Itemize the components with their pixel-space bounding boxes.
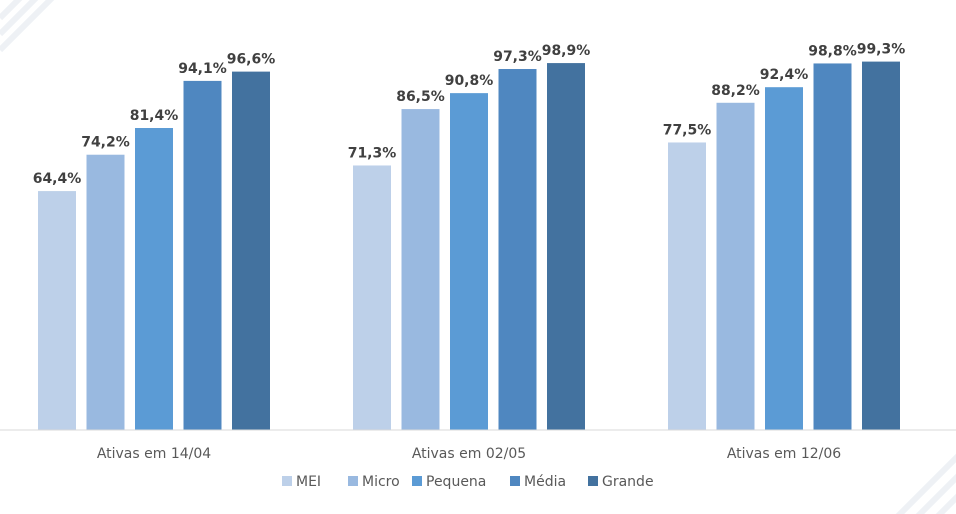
data-label: 88,2%	[711, 83, 760, 99]
data-label: 94,1%	[178, 61, 227, 77]
data-label: 71,3%	[348, 145, 397, 161]
legend-label: MEI	[296, 474, 321, 490]
category-label: Ativas em 02/05	[412, 446, 526, 462]
bar-mei-1	[38, 191, 76, 430]
data-label: 86,5%	[396, 89, 445, 105]
data-label: 96,6%	[227, 52, 276, 68]
legend-label: Média	[524, 474, 566, 490]
bar-pequena-3	[765, 87, 803, 431]
bar-grande-1	[232, 71, 270, 430]
bar-mei-2	[353, 165, 391, 431]
bar-média-1	[183, 80, 222, 430]
category-label: Ativas em 14/04	[97, 446, 211, 462]
data-label: 74,2%	[81, 135, 130, 151]
legend-swatch-micro	[348, 476, 358, 486]
legend-label: Grande	[602, 474, 654, 490]
data-label: 90,8%	[445, 73, 494, 89]
bar-grande-2	[547, 63, 585, 431]
bars-layer: 64,4% 74,2%81,4% 94,1%96,6% 71,3% 86,5%90,8%…	[33, 42, 906, 431]
legend-label: Micro	[362, 474, 400, 490]
legend: MEI Micro Pequena Média Grande	[282, 474, 654, 490]
data-label: 99,3%	[857, 42, 906, 58]
data-label: 81,4%	[130, 108, 179, 124]
legend-swatch-grande	[588, 476, 598, 486]
legend-swatch-média	[510, 476, 520, 486]
legend-label: Pequena	[426, 474, 486, 490]
data-label: 77,5%	[663, 122, 712, 138]
data-label: 98,9%	[542, 43, 591, 59]
data-label: 98,8%	[808, 43, 857, 59]
category-label: Ativas em 12/06	[727, 446, 841, 462]
bar-micro-2	[401, 109, 440, 431]
bar-micro-1	[86, 154, 125, 430]
legend-swatch-pequena	[412, 476, 422, 486]
category-labels: Ativas em 14/04 Ativas em 02/05 Ativas em …	[97, 446, 841, 462]
data-label: 97,3%	[493, 49, 542, 65]
bar-micro-3	[716, 102, 755, 430]
bar-mei-3	[668, 142, 706, 430]
bar-grande-3	[862, 61, 900, 431]
data-label: 92,4%	[760, 67, 809, 83]
data-label: 64,4%	[33, 171, 82, 187]
bar-média-3	[813, 63, 852, 431]
legend-swatch-mei	[282, 476, 292, 486]
bar-pequena-1	[135, 128, 173, 431]
bar-média-2	[498, 69, 537, 430]
bar-pequena-2	[450, 93, 488, 430]
